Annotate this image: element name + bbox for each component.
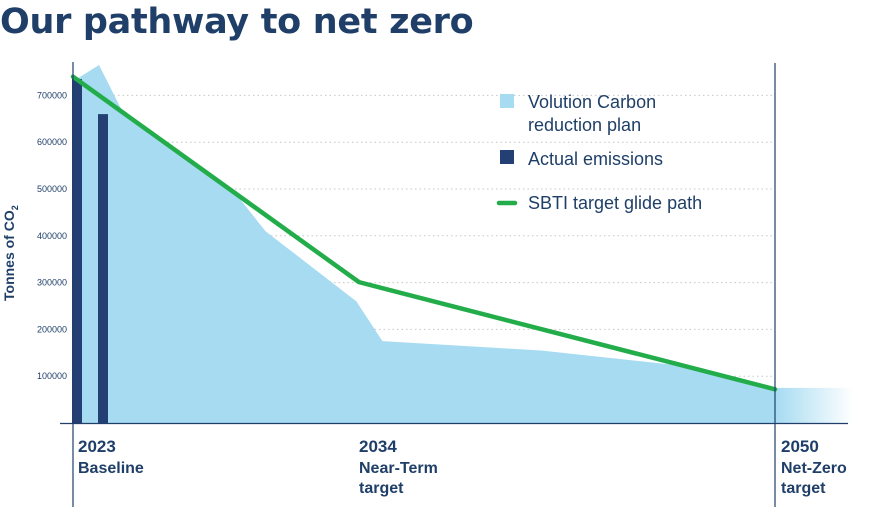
legend: Volution Carbon reduction plan Actual emis… <box>496 92 702 213</box>
milestone-2034: 2034 Near-Term target <box>359 437 438 497</box>
sbti-glide-path-line <box>70 74 778 392</box>
legend-label: Actual emissions <box>528 149 663 169</box>
milestone-2050: 2050 Net-Zero target <box>781 437 847 497</box>
actual-emissions-bar <box>72 79 82 424</box>
actual-bars-layer <box>72 79 108 424</box>
plan-area-layer <box>73 64 853 423</box>
milestone-label: target <box>781 480 826 497</box>
axes <box>60 62 848 507</box>
legend-item-sbti: SBTI target glide path <box>496 193 702 213</box>
milestone-label: target <box>359 480 404 497</box>
legend-label: reduction plan <box>528 115 641 135</box>
milestone-year: 2023 <box>78 437 116 456</box>
legend-swatch <box>500 94 514 108</box>
milestone-label: Net-Zero <box>781 460 847 477</box>
y-tick-label: 700000 <box>37 90 67 100</box>
legend-item-plan: Volution Carbon reduction plan <box>500 92 656 135</box>
y-tick-label: 100000 <box>37 371 67 381</box>
page-title: Our pathway to net zero <box>0 2 474 42</box>
y-axis-label: Tonnes of CO2 <box>1 205 20 301</box>
legend-label: Volution Carbon <box>528 92 656 112</box>
y-tick-label: 400000 <box>37 231 67 241</box>
legend-swatch <box>500 150 514 164</box>
actual-emissions-bar <box>98 114 108 424</box>
milestone-labels: 2023 Baseline 2034 Near-Term target 2050 Net-Z… <box>78 437 847 497</box>
sbti-line-layer <box>70 74 778 392</box>
y-axis-label-text: Tonnes of CO <box>1 210 17 301</box>
y-tick-label: 300000 <box>37 278 67 288</box>
legend-label: SBTI target glide path <box>528 193 702 213</box>
milestone-label: Near-Term <box>359 460 438 477</box>
y-tick-label: 500000 <box>37 184 67 194</box>
y-tick-label: 600000 <box>37 137 67 147</box>
y-axis-label-group: Tonnes of CO2 <box>1 205 20 301</box>
plan-area <box>73 64 775 423</box>
legend-item-actual: Actual emissions <box>500 149 663 169</box>
milestone-2023: 2023 Baseline <box>78 437 144 477</box>
plan-area-tail <box>775 387 853 423</box>
y-tick-label: 200000 <box>37 324 67 334</box>
y-axis-label-subscript: 2 <box>10 205 20 210</box>
milestone-label: Baseline <box>78 460 144 477</box>
y-tick-labels: 100000 200000 300000 400000 500000 600000 7000… <box>37 90 67 381</box>
milestone-year: 2034 <box>359 437 397 456</box>
milestone-year: 2050 <box>781 437 819 456</box>
